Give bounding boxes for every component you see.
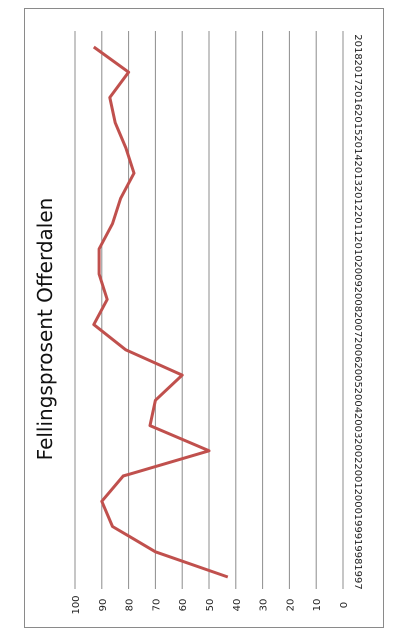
x-tick-label: 2003 xyxy=(352,413,363,438)
x-tick-label: 2007 xyxy=(352,312,363,337)
chart-frame: 0 10 20 30 40 50 60 70 80 90 100 1997 1998 1999 2000 2… xyxy=(24,8,384,628)
x-tick-label: 2002 xyxy=(352,438,363,463)
y-tick-label: 50 xyxy=(205,599,216,612)
y-tick-label: 90 xyxy=(98,599,109,612)
y-tick-label: 30 xyxy=(259,599,270,612)
x-tick-label: 2012 xyxy=(352,186,363,211)
x-tick-label: 2018 xyxy=(352,34,363,59)
x-tick-label: 2009 xyxy=(352,261,363,286)
y-tick-label: 70 xyxy=(151,599,162,612)
x-tick-label: 1998 xyxy=(352,539,363,564)
y-tick-label: 10 xyxy=(312,599,323,612)
x-tick-label: 2017 xyxy=(352,60,363,85)
y-tick-label: 80 xyxy=(125,599,136,612)
x-tick-label: 2015 xyxy=(352,110,363,135)
x-tick-label: 2006 xyxy=(352,337,363,362)
series-line xyxy=(92,45,229,579)
x-tick-label: 1997 xyxy=(352,564,363,589)
x-tick-label: 2000 xyxy=(352,489,363,514)
x-tick-label: 2001 xyxy=(352,463,363,488)
chart-title: Fellingsprosent Offerdalen xyxy=(33,198,57,461)
x-tick-label: 2010 xyxy=(352,236,363,261)
x-tick-label: 2005 xyxy=(352,362,363,387)
x-tick-label: 2016 xyxy=(352,85,363,110)
x-tick-label: 1999 xyxy=(352,514,363,539)
x-tick-label: 2004 xyxy=(352,388,363,413)
series-layer xyxy=(92,45,229,579)
x-tick-label: 2008 xyxy=(352,287,363,312)
y-tick-label: 0 xyxy=(339,602,350,608)
x-axis-tick-labels: 1997199819992000200120022003200420052006… xyxy=(352,34,363,589)
x-tick-label: 2014 xyxy=(352,135,363,160)
y-tick-label: 20 xyxy=(285,599,296,612)
x-tick-label: 2011 xyxy=(352,211,363,236)
y-tick-label: 60 xyxy=(178,599,189,612)
y-axis-tick-labels: 0 10 20 30 40 50 60 70 80 90 100 xyxy=(71,595,350,614)
y-tick-label: 40 xyxy=(232,599,243,612)
gridlines xyxy=(74,31,344,589)
x-tick-label: 2013 xyxy=(352,160,363,185)
y-tick-label: 100 xyxy=(71,595,82,614)
